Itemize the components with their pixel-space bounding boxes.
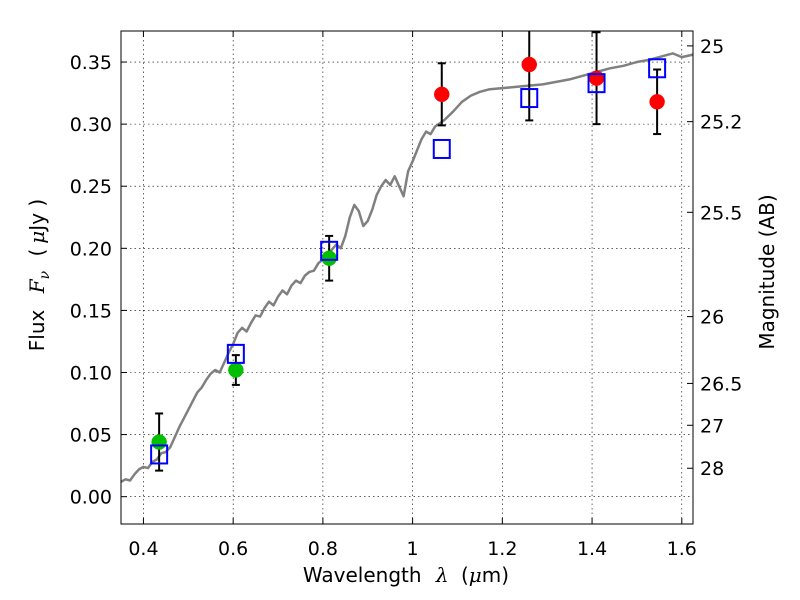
y-tick-label: 0.20	[70, 238, 112, 260]
magnitude-tick-label: 27	[700, 415, 724, 437]
data-point-square	[320, 240, 339, 261]
x-tick-label: 1.4	[577, 538, 607, 560]
data-point-square	[648, 58, 667, 79]
data-point-circle	[649, 94, 665, 110]
y-tick-label: 0.35	[70, 52, 112, 74]
y-tick-label: 0.00	[70, 487, 112, 509]
tick-labels: 0.4 0.6 0.8 1 1.2 1.4 1.6 0.00 0.05 0.10 0.15 0.20 0…	[70, 36, 743, 560]
data-point-circle	[434, 86, 450, 103]
x-tick-label: 0.8	[308, 538, 338, 560]
x-axis-title: Wavelength λ (μm)	[303, 563, 509, 587]
model-spectrum	[120, 52, 694, 483]
data-markers	[150, 56, 667, 465]
data-point-circle	[321, 250, 337, 267]
data-point-square	[587, 73, 606, 94]
y-tick-label: 0.25	[70, 176, 112, 198]
grid	[121, 31, 693, 524]
y-tick-label: 0.05	[70, 425, 112, 447]
y-tick-label: 0.15	[70, 300, 112, 322]
magnitude-tick-label: 25.5	[700, 202, 742, 224]
data-point-circle	[151, 434, 167, 450]
magnitude-tick-label: 28	[700, 458, 724, 480]
data-point-square	[432, 138, 451, 159]
model-spectrum-line	[120, 52, 694, 483]
x-tick-label: 1	[407, 538, 419, 560]
error-bars	[155, 31, 662, 472]
x-tick-label: 0.4	[128, 538, 158, 560]
data-point-circle	[588, 70, 605, 86]
data-point-square	[520, 88, 539, 109]
plot-frame	[120, 30, 694, 525]
y-tick-label: 0.10	[70, 362, 112, 384]
data-point-circle	[228, 362, 244, 378]
x-tick-label: 0.6	[218, 538, 248, 560]
ticks	[121, 31, 693, 524]
data-point-square	[150, 444, 169, 465]
data-point-circle	[521, 56, 538, 73]
magnitude-tick-label: 25	[700, 36, 724, 58]
y-axis-title: Flux Fν (μJy )	[25, 199, 54, 351]
y2-axis-title: Magnitude (AB)	[755, 194, 779, 349]
magnitude-tick-label: 26	[700, 307, 724, 329]
x-tick-label: 1.6	[667, 538, 697, 560]
data-point-square	[226, 343, 245, 364]
magnitude-tick-label: 26.5	[700, 373, 742, 395]
y-tick-label: 0.30	[70, 114, 112, 136]
magnitude-tick-label: 25.2	[700, 112, 742, 134]
x-tick-label: 1.2	[487, 538, 517, 560]
